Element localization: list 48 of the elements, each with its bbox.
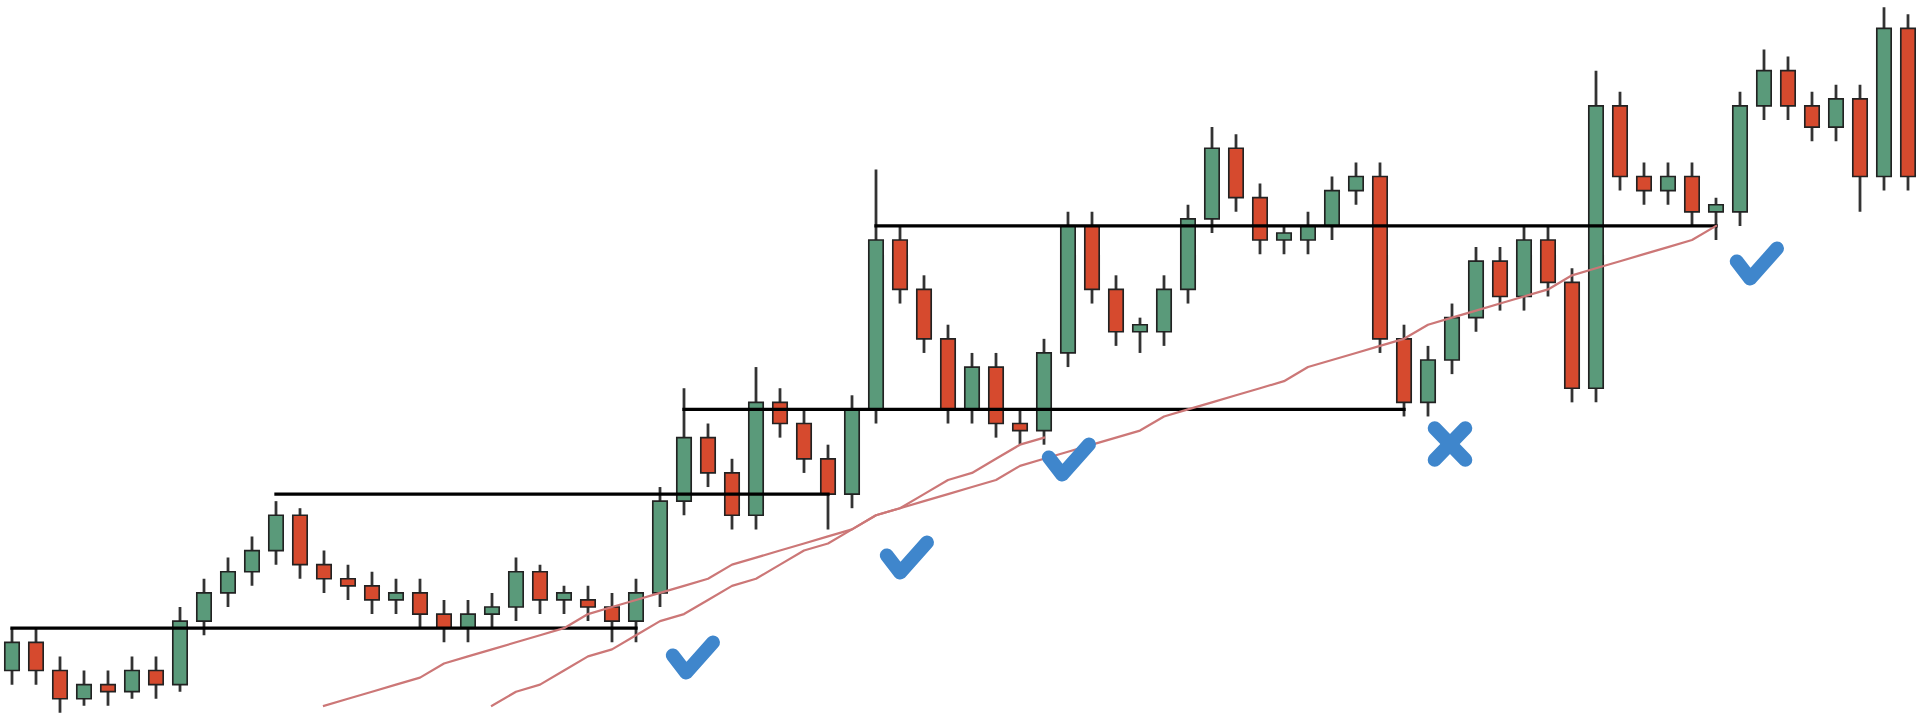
candlestick (3, 626, 21, 687)
candlestick (1011, 408, 1029, 447)
candlestick (51, 655, 69, 715)
candlestick (963, 351, 981, 425)
candlestick (1755, 48, 1773, 122)
candlestick (147, 655, 165, 701)
candlestick (1491, 245, 1509, 312)
candlestick (1707, 196, 1725, 242)
candlestick (819, 443, 837, 531)
candlestick (1131, 316, 1149, 355)
candlestick (123, 655, 141, 701)
candlestick (219, 556, 237, 609)
candlestick (1443, 302, 1461, 376)
candlestick (507, 556, 525, 623)
candlestick (603, 591, 621, 644)
candlestick (1635, 161, 1653, 207)
candlestick (579, 584, 597, 623)
candlestick (1539, 224, 1557, 298)
candlestick (795, 408, 813, 475)
candlestick (363, 570, 381, 616)
candlestick (1803, 90, 1821, 143)
candlestick (315, 549, 333, 595)
candlestick (531, 563, 549, 616)
candlestick (483, 591, 501, 630)
candlestick (195, 577, 213, 637)
candlestick (99, 669, 117, 708)
candlestick (699, 422, 717, 489)
candlestick (723, 457, 741, 531)
candlestick (1779, 55, 1797, 122)
candlestick (1659, 161, 1677, 207)
candlestick (1323, 175, 1341, 242)
candlestick (1251, 182, 1269, 256)
candlestick (75, 669, 93, 708)
candlestick (243, 535, 261, 588)
candlestick (1107, 273, 1125, 348)
candlestick (27, 626, 45, 687)
candlestick (1827, 83, 1845, 143)
candlestick (1683, 161, 1701, 228)
candlestick (1419, 344, 1437, 418)
candlestick (387, 577, 405, 616)
candlestick (627, 577, 645, 644)
candlestick (555, 584, 573, 616)
candlestick (411, 577, 429, 630)
candlestick (1275, 224, 1293, 256)
candlestick (1155, 273, 1173, 348)
candlestick (267, 499, 285, 567)
candlestick (1347, 161, 1365, 207)
candlestick (339, 563, 357, 602)
